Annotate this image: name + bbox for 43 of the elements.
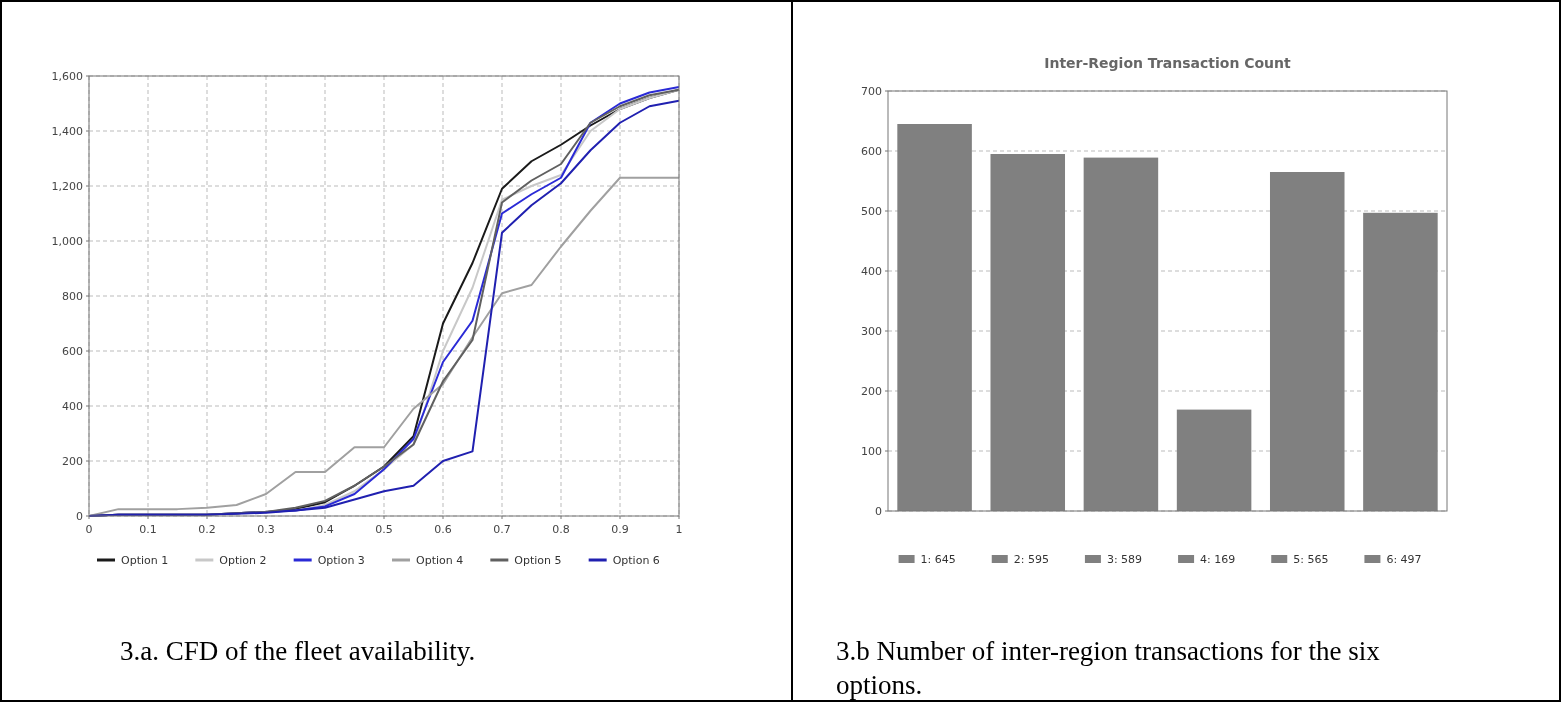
y-tick-label: 500 bbox=[861, 204, 882, 218]
x-tick-label: 0.9 bbox=[611, 523, 629, 536]
y-tick-label: 400 bbox=[861, 264, 882, 278]
x-tick-label: 0.1 bbox=[139, 523, 157, 536]
x-tick-label: 0.7 bbox=[493, 523, 511, 536]
x-tick-label: 0.4 bbox=[316, 523, 334, 536]
y-tick-label: 200 bbox=[62, 454, 83, 468]
y-tick-label: 1,200 bbox=[51, 179, 83, 193]
y-tick-label: 1,000 bbox=[51, 234, 83, 248]
y-tick-label: 0 bbox=[875, 504, 882, 518]
x-tick-label: 1 bbox=[675, 523, 683, 536]
x-tick-label: 0.6 bbox=[434, 523, 452, 536]
chart-title: Inter-Region Transaction Count bbox=[1044, 55, 1292, 71]
x-tick-label: 1: 645 bbox=[920, 552, 956, 566]
y-tick-label: 700 bbox=[861, 84, 882, 98]
x-tick-label: 2: 595 bbox=[1013, 552, 1049, 566]
x-tick-label: 0.5 bbox=[375, 523, 393, 536]
x-tick-label: 0.3 bbox=[257, 523, 275, 536]
legend-label: Option 3 bbox=[317, 553, 365, 567]
y-tick-label: 600 bbox=[62, 344, 83, 358]
y-tick-label: 1,600 bbox=[51, 69, 83, 83]
text: 3.b Number of inter-region transactions for the six options. bbox=[836, 636, 1381, 700]
y-tick-label: 800 bbox=[62, 289, 83, 303]
legend-label: Option 2 bbox=[219, 553, 267, 567]
y-tick-label: 100 bbox=[861, 444, 882, 458]
legend-label: Option 4 bbox=[416, 553, 464, 567]
y-tick-label: 300 bbox=[861, 324, 882, 338]
x-tick-label: 6: 497 bbox=[1386, 552, 1422, 566]
legend-label: Option 5 bbox=[514, 553, 562, 567]
legend-label: Option 1 bbox=[121, 553, 169, 567]
y-tick-label: 200 bbox=[861, 384, 882, 398]
x-tick-label: 4: 169 bbox=[1200, 552, 1236, 566]
y-tick-label: 1,400 bbox=[51, 124, 83, 138]
x-tick-label: 3: 589 bbox=[1106, 552, 1143, 566]
x-tick-label: 0 bbox=[85, 523, 93, 536]
y-tick-label: 0 bbox=[76, 509, 83, 523]
x-tick-label: 0.2 bbox=[198, 523, 216, 536]
x-tick-label: 5: 565 bbox=[1293, 552, 1329, 566]
x-tick-label: 0.8 bbox=[552, 523, 570, 536]
y-tick-label: 600 bbox=[861, 144, 882, 158]
y-tick-label: 400 bbox=[62, 399, 83, 413]
text: 3.a. CFD of the fleet availability. bbox=[120, 636, 476, 666]
legend-label: Option 6 bbox=[612, 553, 660, 567]
